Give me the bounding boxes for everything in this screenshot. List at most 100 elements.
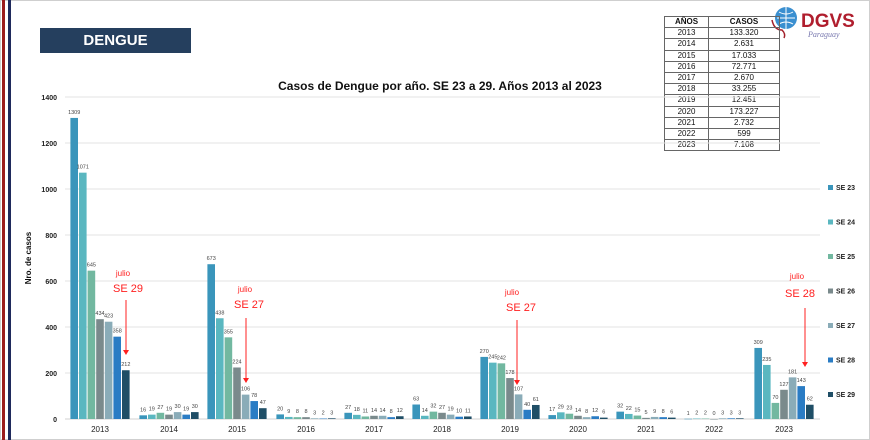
bar [122, 370, 130, 419]
data-label: 6 [670, 410, 673, 416]
bar [446, 414, 455, 419]
bar [489, 362, 497, 419]
data-label: 27 [157, 405, 163, 411]
data-label: 40 [524, 402, 530, 408]
data-label: 309 [754, 340, 763, 346]
bar [693, 418, 701, 420]
bar [771, 402, 780, 419]
bar [216, 318, 224, 419]
bar [370, 415, 378, 419]
data-label: 9 [287, 409, 290, 415]
arrow-head-icon [802, 362, 808, 367]
y-tick-label: 0 [53, 417, 57, 424]
data-label: 245 [488, 355, 497, 361]
annotation-week: SE 27 [234, 299, 264, 311]
data-label: 27 [345, 405, 351, 411]
y-tick-label: 1000 [41, 187, 57, 194]
data-label: 8 [585, 409, 588, 415]
data-label: 355 [224, 329, 233, 335]
legend-swatch [828, 219, 833, 225]
legend-label: SE 25 [836, 254, 855, 261]
data-label: 178 [505, 370, 514, 376]
bar [139, 415, 147, 419]
data-label: 32 [430, 404, 436, 410]
bar [396, 416, 404, 419]
bar [104, 321, 113, 419]
table-row: 2016 72.771 [664, 60, 780, 73]
flag-stripe-navy [8, 0, 11, 440]
x-tick-label: 2013 [91, 425, 109, 434]
data-label: 3 [738, 410, 741, 416]
bar [344, 412, 352, 419]
bar [87, 270, 96, 419]
cases-cell: 599 [708, 127, 780, 141]
data-label: 61 [533, 397, 539, 403]
y-tick-label: 200 [45, 371, 57, 378]
data-label: 434 [95, 311, 104, 317]
flag-stripe-red [2, 0, 5, 440]
bar [763, 364, 771, 419]
data-label: 14 [380, 408, 386, 414]
svg-text:Paraguay: Paraguay [807, 30, 840, 39]
bar [455, 416, 463, 419]
data-label: 14 [422, 408, 428, 414]
bar [616, 411, 624, 419]
bar [642, 417, 650, 419]
dgvs-logo: DGVS Paraguay [771, 7, 855, 39]
data-label: 2 [695, 411, 698, 417]
data-label: 106 [241, 387, 250, 393]
bar [96, 319, 104, 419]
bar [668, 417, 676, 419]
bar [710, 419, 718, 420]
bar [156, 412, 165, 419]
arrow-head-icon [243, 378, 249, 383]
bar [701, 418, 710, 420]
arrow-head-icon [514, 380, 520, 385]
bar [250, 401, 258, 419]
legend-label: SE 23 [836, 185, 855, 192]
data-label: 1 [687, 411, 690, 417]
annotation-week: SE 28 [785, 288, 815, 300]
data-label: 30 [175, 404, 181, 410]
table-row: 2023 7.108 [664, 139, 780, 152]
bar [224, 337, 233, 419]
data-label: 23 [566, 406, 572, 412]
legend-label: SE 24 [836, 220, 855, 227]
bar [70, 117, 78, 420]
data-label: 10 [456, 409, 462, 415]
data-label: 242 [497, 355, 506, 361]
data-label: 14 [575, 408, 581, 414]
bar [591, 416, 599, 419]
bar [182, 414, 190, 419]
bar [241, 394, 250, 419]
annotation-month: julio [237, 285, 253, 294]
data-label: 3 [330, 410, 333, 416]
legend-swatch [828, 288, 833, 294]
bar [650, 416, 659, 419]
bar [797, 386, 805, 419]
bar [207, 264, 215, 419]
legend-swatch [828, 357, 833, 363]
data-label: 3 [730, 410, 733, 416]
data-label: 63 [413, 397, 419, 403]
data-label: 12 [592, 408, 598, 414]
bar [565, 413, 574, 419]
data-label: 8 [304, 409, 307, 415]
bar [353, 414, 361, 419]
bar [736, 418, 744, 419]
x-tick-label: 2017 [365, 425, 383, 434]
bar [464, 416, 472, 419]
chart-title: Casos de Dengue por año. SE 23 a 29. Año… [278, 79, 602, 93]
legend-label: SE 29 [836, 392, 855, 399]
data-label: 1309 [68, 110, 80, 116]
svg-text:DGVS: DGVS [801, 11, 855, 32]
data-label: 127 [779, 382, 788, 388]
bar [148, 414, 156, 419]
annotation-month: julio [789, 272, 805, 281]
data-label: 8 [662, 409, 665, 415]
data-label: 438 [215, 310, 224, 316]
legend-label: SE 27 [836, 323, 855, 330]
cases-summary-table: AÑOS CASOS 2013 133.320 2014 2.631 2015 17.03… [664, 15, 780, 152]
x-tick-label: 2023 [775, 425, 793, 434]
x-tick-label: 2019 [501, 425, 519, 434]
